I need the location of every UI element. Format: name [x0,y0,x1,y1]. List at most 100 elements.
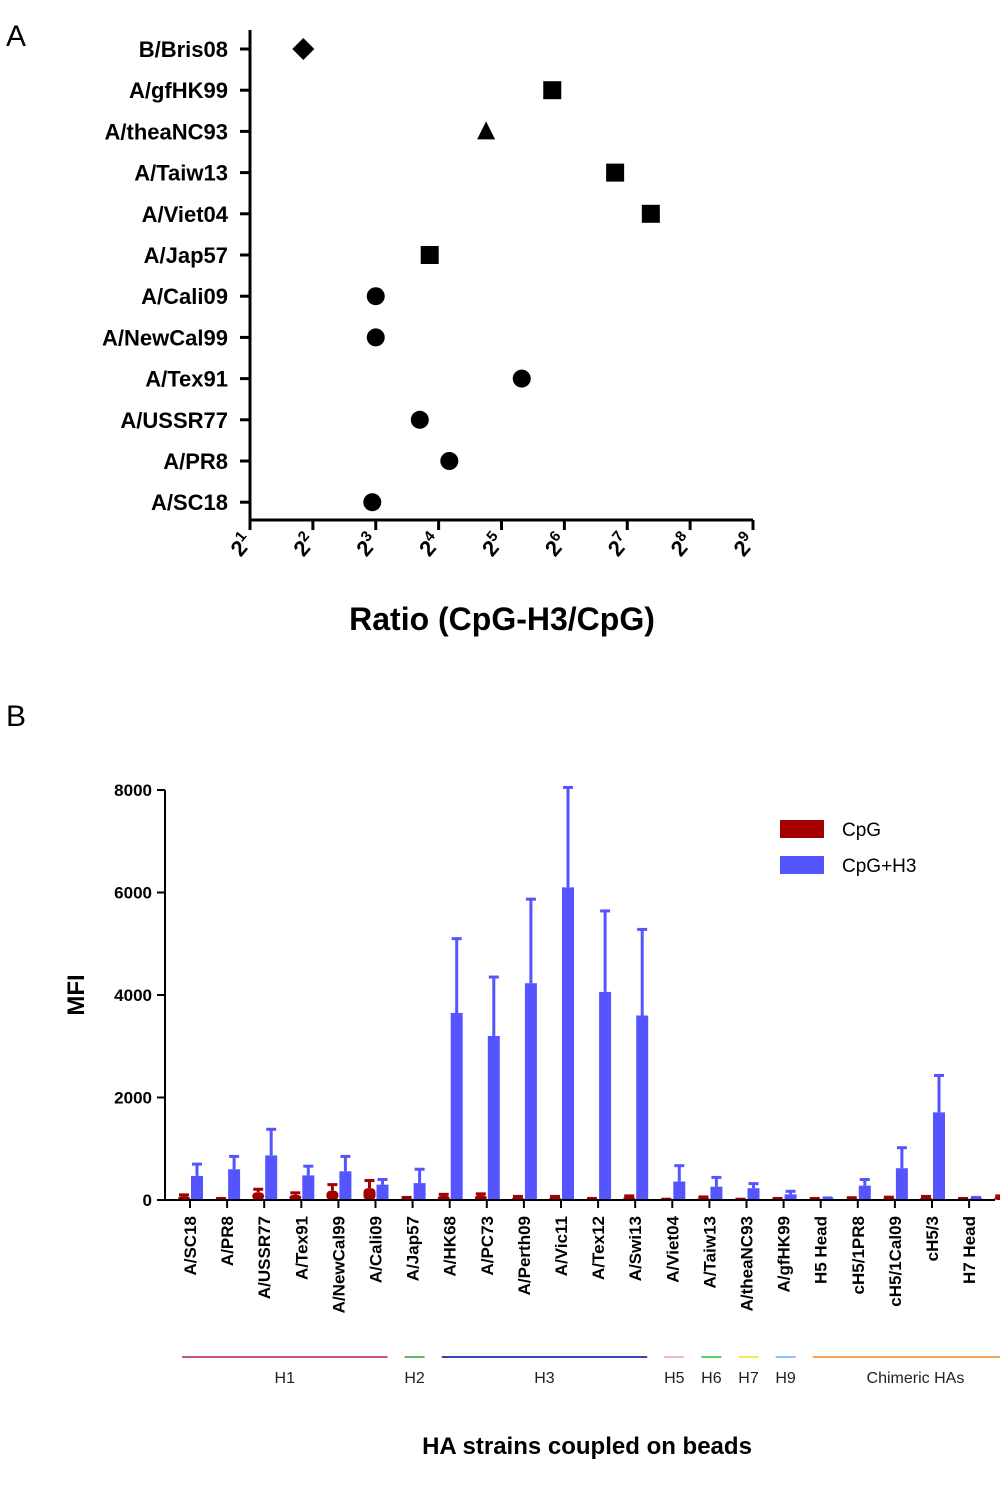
bar-cpg-a-pc73 [474,1195,487,1200]
y-tick-label: 8000 [114,781,152,800]
panel-a-letter: A [6,20,27,53]
y-tick-label-a-sc18: A/SC18 [151,490,228,515]
x-tick-label-a-newcal99: A/NewCal99 [329,1216,348,1313]
x-tick-label: 21 [224,528,258,561]
y-tick-label-a-pr8: A/PR8 [163,449,228,474]
x-tick-label-a-hk68: A/HK68 [441,1216,460,1276]
bar-cpg-a-cali09 [363,1188,376,1200]
y-axis-title: MFI [63,974,90,1015]
y-tick-label-a-viet04: A/Viet04 [142,202,229,227]
bar-cpg-h3-h7-head [970,1197,983,1200]
group-label-h2: H2 [404,1370,425,1387]
x-tick-label: 29 [727,528,761,561]
bar-cpg-a-newcal99 [326,1190,339,1200]
x-axis-title: HA strains coupled on beads [422,1433,752,1460]
y-tick-label-a-gfhk99: A/gfHK99 [129,78,228,103]
x-tick-label-a-pr8: A/PR8 [218,1216,237,1266]
bar-chart-mfi: 0 2000 4000 6000 8000 A/SC18 A/PR8 A/USSR77 A/T… [63,781,1000,1460]
bar-cpg-h3-a-viet04 [673,1181,686,1200]
x-tick-label-a-swi13: A/Swi13 [626,1216,645,1281]
x-tick-label-a-pc73: A/PC73 [478,1216,497,1276]
x-tick-label-h5-head: H5 Head [812,1216,831,1284]
group-label-h5: H5 [664,1370,685,1387]
point-a-tex91 [512,369,531,388]
bar-cpg-h3-a-taiw13 [710,1186,723,1200]
y-tick-label: 4000 [114,986,152,1005]
bar-cpg-a-ussr77 [252,1192,265,1200]
x-tick-label-a-jap57: A/Jap57 [404,1216,423,1281]
y-tick-label-a-newcal99: A/NewCal99 [102,325,228,350]
x-axis-title: Ratio (CpG-H3/CpG) [349,601,655,637]
group-label-h3: H3 [534,1370,555,1387]
x-tick-label-a-tex91: A/Tex91 [292,1216,311,1280]
y-tick-label-a-cali09: A/Cali09 [141,284,228,309]
x-tick-label: 27 [601,528,635,561]
bar-cpg-h3-a-tex12 [599,991,612,1200]
bar-cpg-h3-a-sc18 [191,1175,203,1200]
legend: CpG CpG+H3 [780,820,916,877]
bar-cpg-h3-a-ussr77 [265,1155,278,1200]
x-tick-label-h7-head: H7 Head [960,1216,979,1284]
point-a-pr8 [440,452,459,470]
bar-cpg-h3-a-cali09 [376,1184,389,1200]
x-tick-label-ch4-7: cH4/7 [997,1216,1000,1261]
legend-swatch-cpg [780,820,824,838]
point-a-viet04 [641,204,660,223]
bar-cpg-h3-ch5-3 [933,1112,945,1200]
bar-cpg-h3-a-jap57 [413,1183,426,1200]
x-tick-label: 23 [350,528,384,561]
x-tick-label: 26 [538,528,572,561]
bar-cpg-h3-a-newcal99 [339,1171,352,1200]
legend-label-cpg: CpG [842,820,881,841]
y-tick-label-a-tex91: A/Tex91 [145,367,228,392]
x-tick-label: 22 [287,528,321,561]
point-a-ussr77 [410,410,429,429]
x-tick-label-ch5-1pr8: cH5/1PR8 [849,1216,868,1294]
bar-cpg-h3-a-hk68 [450,1012,463,1200]
point-b-bris08 [292,38,315,60]
point-a-sc18 [363,493,382,512]
x-tick-label-ch5-3: cH5/3 [923,1216,942,1261]
group-label-h7: H7 [738,1370,759,1387]
y-tick-label-a-taiw13: A/Taiw13 [134,161,228,186]
group-label-chimeric-has: Chimeric HAs [867,1370,965,1387]
point-a-jap57 [420,246,439,264]
bar-cpg-h3-a-pr8 [228,1169,241,1200]
x-tick-label: 24 [413,527,447,561]
y-tick-label-a-ussr77: A/USSR77 [120,408,228,433]
bar-cpg-h3-a-swi13 [636,1015,649,1200]
y-tick-label: 6000 [114,884,152,903]
x-tick-label: 25 [475,528,509,561]
point-a-newcal99 [366,328,385,347]
point-a-taiw13 [606,163,625,182]
legend-swatch-cpg-h3 [780,856,824,874]
x-tick-label-a-theanc93: A/theaNC93 [738,1216,757,1311]
bar-cpg-h3-a-vic11 [562,887,574,1200]
x-tick-label-a-taiw13: A/Taiw13 [700,1216,719,1288]
group-label-h9: H9 [775,1370,796,1387]
x-tick-label-a-perth09: A/Perth09 [515,1216,534,1295]
x-tick-label-a-tex12: A/Tex12 [589,1216,608,1280]
x-tick-label-a-gfhk99: A/gfHK99 [775,1216,794,1293]
bar-cpg-h3-ch5-1cal09 [895,1168,908,1200]
x-tick-label-a-viet04: A/Viet04 [663,1215,682,1282]
y-tick-label-a-jap57: A/Jap57 [144,243,228,268]
y-tick-label: 2000 [114,1089,152,1108]
panel-b-letter: B [6,700,27,733]
scatter-chart-ratio: 21 22 23 24 25 26 27 28 29 B/Bris08 A/gfHK99 A/the… [102,30,761,637]
bar-cpg-h3-ch5-1pr8 [858,1185,871,1200]
group-label-h6: H6 [701,1370,722,1387]
legend-label-cpg-h3: CpG+H3 [842,856,916,877]
point-a-theanc93 [477,121,496,140]
bar-cpg-a-tex91 [289,1194,302,1200]
point-a-gfhk99 [543,81,562,100]
bar-cpg-h3-a-gfhk99 [784,1194,797,1200]
x-tick-label-a-vic11: A/Vic11 [552,1216,571,1276]
y-tick-label-a-theanc93: A/theaNC93 [105,119,228,144]
x-tick-label-a-cali09: A/Cali09 [367,1216,386,1283]
x-tick-label-a-sc18: A/SC18 [181,1216,200,1276]
bar-cpg-h3-a-perth09 [524,983,537,1200]
bar-cpg-h3-a-tex91 [302,1175,315,1200]
x-tick-label: 28 [664,528,698,561]
bar-cpg-h3-a-theanc93 [747,1188,760,1200]
